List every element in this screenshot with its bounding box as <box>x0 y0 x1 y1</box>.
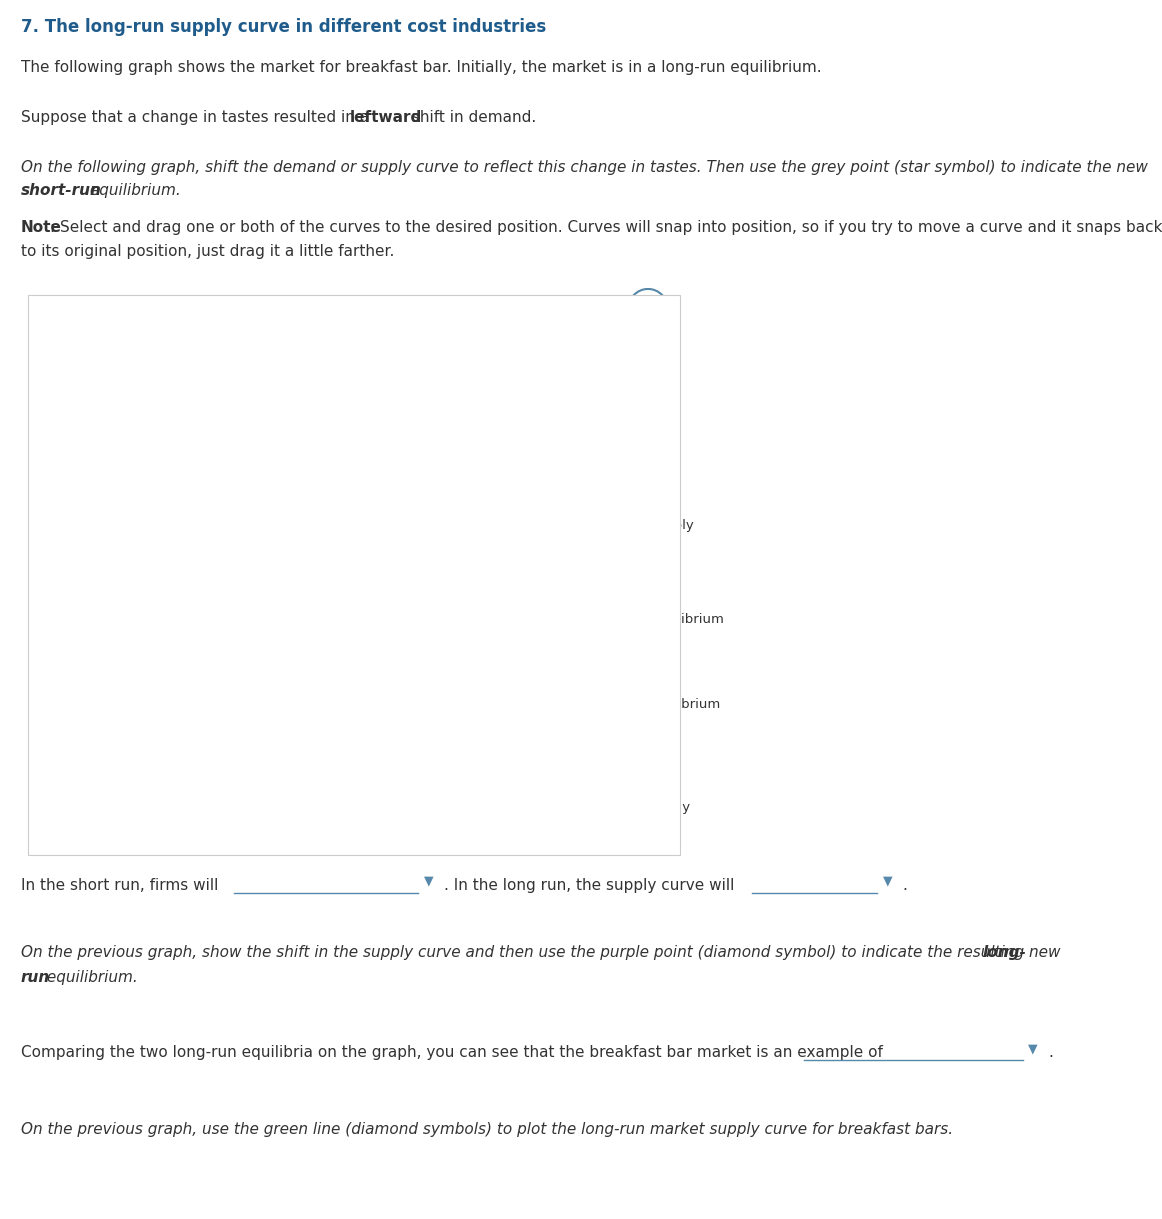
Text: leftward: leftward <box>350 110 422 126</box>
Text: . In the long run, the supply curve will: . In the long run, the supply curve will <box>444 878 739 894</box>
Text: equilibrium.: equilibrium. <box>42 970 138 985</box>
Text: In the short run, firms will: In the short run, firms will <box>21 878 223 894</box>
Text: The following graph shows the market for breakfast bar. Initially, the market is: The following graph shows the market for… <box>21 60 822 76</box>
Text: long-: long- <box>983 945 1026 961</box>
Text: Demand: Demand <box>347 675 403 688</box>
Text: ▼: ▼ <box>883 874 892 887</box>
Text: On the previous graph, show the shift in the supply curve and then use the purpl: On the previous graph, show the shift in… <box>21 945 1066 961</box>
Text: ▼: ▼ <box>424 874 433 887</box>
Text: Comparing the two long-run equilibria on the graph, you can see that the breakfa: Comparing the two long-run equilibria on… <box>21 1045 888 1061</box>
Text: 7. The long-run supply curve in different cost industries: 7. The long-run supply curve in differen… <box>21 18 546 37</box>
Text: On the previous graph, use the green line (diamond symbols) to plot the long-run: On the previous graph, use the green lin… <box>21 1121 953 1137</box>
Text: Short-run Equilibrium: Short-run Equilibrium <box>581 613 724 627</box>
Text: : Select and drag one or both of the curves to the desired position. Curves will: : Select and drag one or both of the cur… <box>50 219 1162 235</box>
Text: Long-run Supply: Long-run Supply <box>581 801 690 814</box>
Text: shift in demand.: shift in demand. <box>407 110 536 126</box>
Text: short-run: short-run <box>21 183 102 197</box>
Text: On the following graph, shift the demand or supply curve to reflect this change : On the following graph, shift the demand… <box>21 160 1148 176</box>
Text: Demand: Demand <box>581 435 638 447</box>
Text: ▼: ▼ <box>1028 1042 1038 1054</box>
Text: ?: ? <box>644 302 652 317</box>
Text: run: run <box>21 970 50 985</box>
Text: Suppose that a change in tastes resulted in a: Suppose that a change in tastes resulted… <box>21 110 374 126</box>
Y-axis label: PRICE (Dollars per box): PRICE (Dollars per box) <box>52 483 65 638</box>
Text: Short-run Supply: Short-run Supply <box>282 453 395 467</box>
Text: Long-run Equilibrium: Long-run Equilibrium <box>581 697 720 711</box>
Text: Note: Note <box>21 219 62 235</box>
Text: .: . <box>1048 1045 1053 1061</box>
Text: Short-run Supply: Short-run Supply <box>581 519 694 533</box>
Text: .: . <box>903 878 908 894</box>
X-axis label: QUANTITY (Thousands of boxes): QUANTITY (Thousands of boxes) <box>168 826 382 839</box>
Text: to its original position, just drag it a little farther.: to its original position, just drag it a… <box>21 244 394 258</box>
Text: equilibrium.: equilibrium. <box>85 183 181 197</box>
